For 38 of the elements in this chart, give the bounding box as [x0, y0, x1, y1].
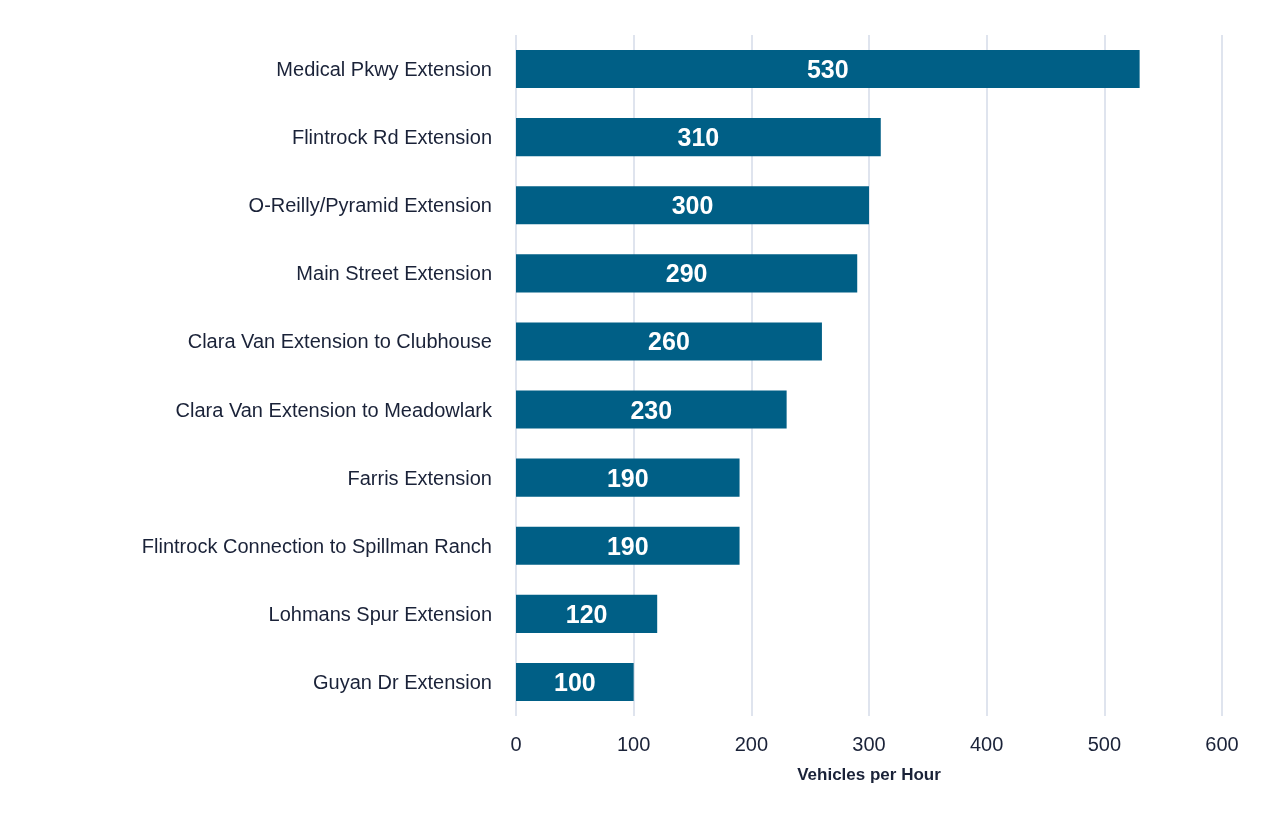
y-tick-label: Medical Pkwy Extension: [276, 58, 492, 81]
bar: [516, 322, 822, 361]
x-tick-label: 200: [734, 733, 769, 755]
x-tick-label: 500: [1087, 733, 1122, 755]
bar: [516, 390, 787, 429]
bar: [516, 662, 634, 702]
data-label: 120: [565, 599, 608, 628]
y-tick-label: O-Reilly/Pyramid Extension: [248, 194, 492, 217]
y-tick-label: Farris Extension: [347, 466, 492, 489]
x-tick-label: 400: [969, 733, 1004, 755]
y-tick-label: Flintrock Connection to Spillman Ranch: [141, 534, 492, 557]
y-tick-label: Guyan Dr Extension: [313, 670, 492, 693]
bar: [516, 526, 740, 565]
x-tick-label: 0: [510, 733, 522, 755]
data-label: 230: [630, 395, 673, 424]
data-label: 290: [665, 259, 708, 288]
bar: [516, 49, 1140, 89]
y-tick-label: Flintrock Rd Extension: [291, 126, 492, 149]
bar: [516, 594, 658, 633]
x-axis-title: Vehicles per Hour: [797, 765, 942, 784]
bar: [516, 254, 858, 293]
data-label: 310: [677, 123, 720, 152]
y-tick-label: Clara Van Extension to Meadowlark: [175, 398, 493, 421]
data-label: 530: [806, 55, 849, 84]
bar: [516, 458, 740, 497]
x-tick-label: 300: [852, 733, 886, 755]
y-tick-label: Lohmans Spur Extension: [268, 602, 492, 625]
data-label: 190: [606, 531, 649, 560]
y-tick-label: Main Street Extension: [296, 262, 492, 285]
x-tick-label: 100: [616, 733, 651, 755]
data-label: 260: [648, 327, 690, 356]
data-label: 300: [671, 191, 714, 220]
bar: [516, 186, 869, 225]
bar: [516, 118, 881, 157]
x-tick-label: 600: [1205, 733, 1239, 755]
data-label: 100: [553, 667, 596, 696]
data-label: 190: [606, 463, 649, 492]
y-tick-label: Clara Van Extension to Clubhouse: [187, 330, 492, 353]
